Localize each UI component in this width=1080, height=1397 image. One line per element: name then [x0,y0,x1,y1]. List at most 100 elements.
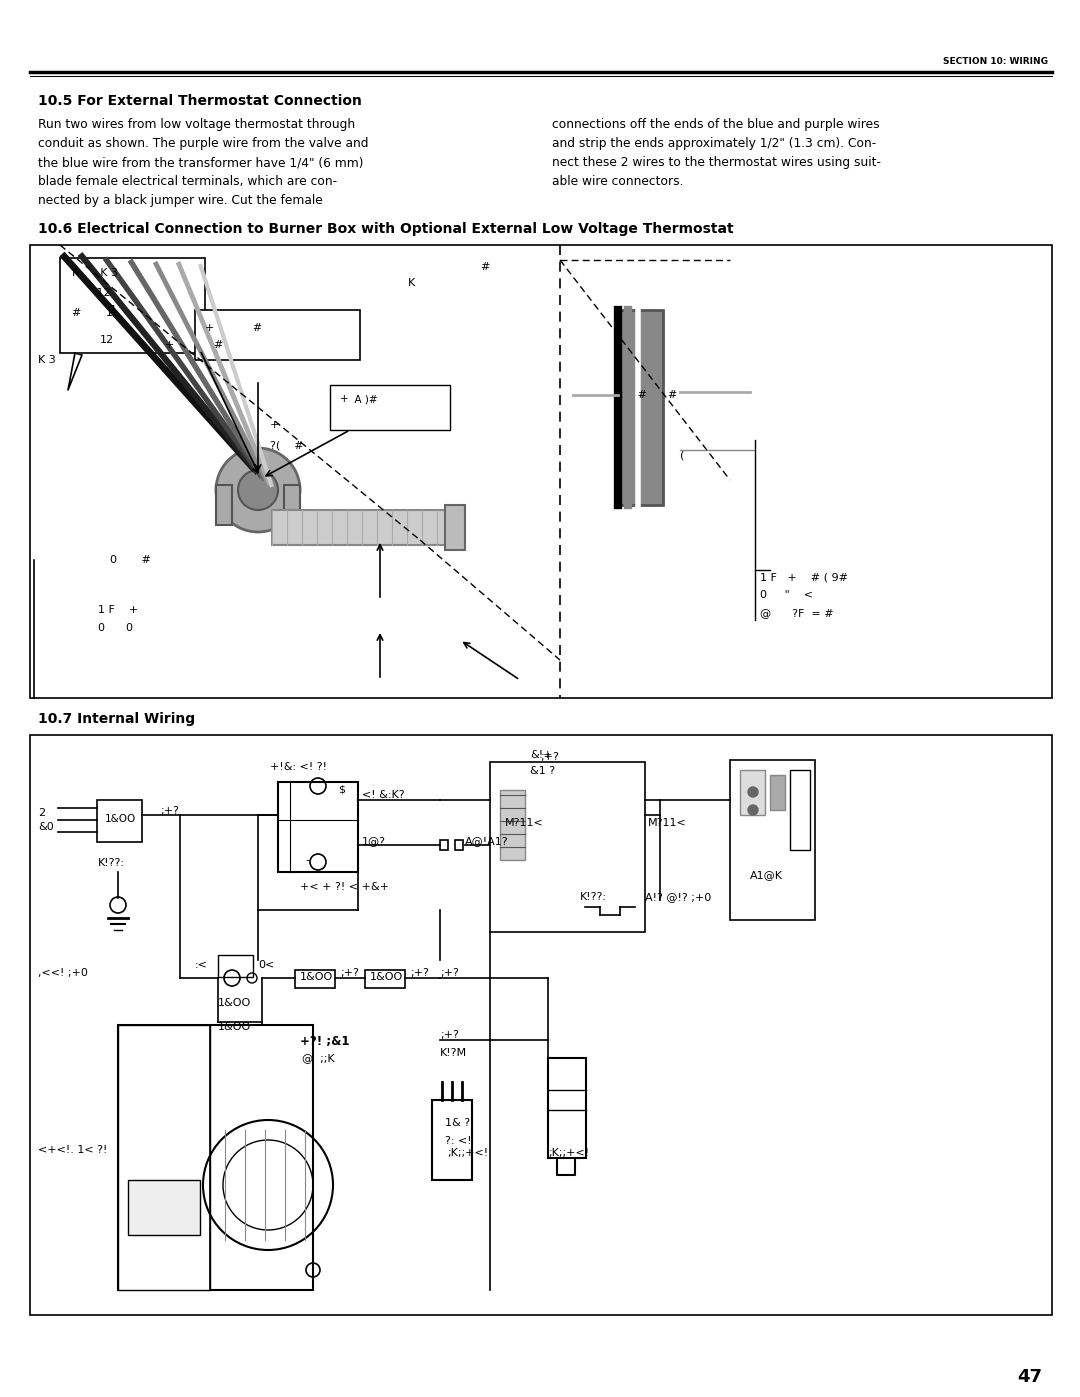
Bar [548,1058,586,1158]
Bar [789,770,810,849]
Text: nected by a black jumper wire. Cut the female: nected by a black jumper wire. Cut the f… [38,194,323,207]
Text: A!? @!? ;+0: A!? @!? ;+0 [645,893,712,902]
Bar [730,760,815,921]
Text: <+<!. 1< ?!: <+<!. 1< ?! [38,1146,107,1155]
Text: 10.5 For External Thermostat Connection: 10.5 For External Thermostat Connection [38,94,362,108]
Bar [30,735,1052,1315]
Text: 10.7 Internal Wiring: 10.7 Internal Wiring [38,712,195,726]
Circle shape [216,448,300,532]
Text: +: + [340,394,349,404]
Text: nect these 2 wires to the thermostat wires using suit-: nect these 2 wires to the thermostat wir… [552,156,881,169]
Text: K 3: K 3 [38,355,56,365]
Bar [490,761,645,932]
Text: SECTION 10: WIRING: SECTION 10: WIRING [943,57,1048,66]
Bar [445,504,465,550]
Bar [60,258,205,353]
Text: K!??:: K!??: [580,893,607,902]
Bar [432,1099,472,1180]
Bar [97,800,141,842]
Bar [284,485,300,525]
Text: ;+?: ;+? [340,968,359,978]
Bar [118,1025,313,1289]
Text: ;+?: ;+? [440,968,459,978]
Circle shape [748,805,758,814]
Bar [272,510,453,545]
Text: M?11<: M?11< [648,819,687,828]
Bar [455,840,463,849]
Text: ,<<! ;+0: ,<<! ;+0 [38,968,87,978]
Text: ;+?: ;+? [160,806,179,816]
Bar [218,956,253,977]
Bar [500,789,525,861]
Text: #: # [480,263,489,272]
Text: +: + [270,420,280,430]
Text: ?(    #: ?( # [270,440,303,450]
Text: A )#: A )# [348,394,378,404]
Bar [278,782,357,872]
Bar [295,970,335,988]
Text: @  ;;K: @ ;;K [302,1053,335,1063]
Text: A@!A1?: A@!A1? [465,835,509,847]
Text: &1 ?: &1 ? [530,766,555,775]
Text: (: ( [680,450,685,460]
Text: 10.6 Electrical Connection to Burner Box with Optional External Low Voltage Ther: 10.6 Electrical Connection to Burner Box… [38,222,733,236]
Bar [740,770,765,814]
Text: 1& ?: 1& ? [445,1118,470,1127]
Text: M?11<: M?11< [505,819,543,828]
Text: Run two wires from low voltage thermostat through: Run two wires from low voltage thermosta… [38,117,355,131]
Circle shape [238,469,278,510]
Bar [440,840,448,849]
Circle shape [748,787,758,798]
Text: 0<: 0< [258,960,274,970]
Bar [30,244,1052,698]
Text: &!+: &!+ [530,750,553,760]
Text: $: $ [338,785,345,795]
Text: 1 F   +    # ( 9#: 1 F + # ( 9# [760,571,848,583]
Text: ;+?: ;+? [540,752,558,761]
Text: 12: 12 [72,288,110,298]
Text: +: + [165,339,174,351]
Text: ?: <!: ?: <! [445,1136,472,1146]
Text: -: - [305,855,309,865]
Text: K      K 3: K K 3 [72,268,118,278]
Bar [770,775,785,810]
Text: #       1: # 1 [72,307,113,319]
Text: 47: 47 [1017,1368,1042,1386]
Bar [129,1180,200,1235]
Text: K!??:: K!??: [98,858,125,868]
Bar [365,970,405,988]
Text: ;    #      #: ; # # [620,390,677,400]
Text: @      ?F  = #: @ ?F = # [760,608,834,617]
Bar [216,485,232,525]
Text: 1&OO: 1&OO [300,972,334,982]
Bar [330,386,450,430]
Text: 1@?: 1@? [362,835,386,847]
Text: 1&OO: 1&OO [105,814,136,824]
Text: ;+?: ;+? [410,968,429,978]
Text: 2: 2 [38,807,45,819]
Text: <! &:K?: <! &:K? [362,789,405,800]
Text: 0      0: 0 0 [98,623,133,633]
Text: +< + ?! < +&+: +< + ?! < +&+ [300,882,389,893]
Text: conduit as shown. The purple wire from the valve and: conduit as shown. The purple wire from t… [38,137,368,149]
Text: 0     "    <: 0 " < [760,590,813,599]
Text: +?! ;&1: +?! ;&1 [300,1035,350,1048]
Text: 12: 12 [100,335,114,345]
Text: &0: &0 [38,821,54,833]
Text: able wire connectors.: able wire connectors. [552,175,684,189]
Text: ;K;;+<!: ;K;;+<! [447,1148,488,1158]
Text: K: K [408,278,415,288]
Text: +!&: <! ?!: +!&: <! ?! [270,761,327,773]
Text: ;K;;+<!: ;K;;+<! [548,1148,589,1158]
Text: 1&OO: 1&OO [218,1023,252,1032]
Bar [618,310,663,504]
Text: the blue wire from the transformer have 1/4" (6 mm): the blue wire from the transformer have … [38,156,364,169]
Bar [195,310,360,360]
Bar [118,1025,210,1289]
Text: 1: 1 [110,305,117,314]
Text: K!?M: K!?M [440,1048,468,1058]
Text: 0       #: 0 # [110,555,151,564]
Text: A1@K: A1@K [750,870,783,880]
Polygon shape [68,353,82,390]
Text: ;+?: ;+? [440,1030,459,1039]
